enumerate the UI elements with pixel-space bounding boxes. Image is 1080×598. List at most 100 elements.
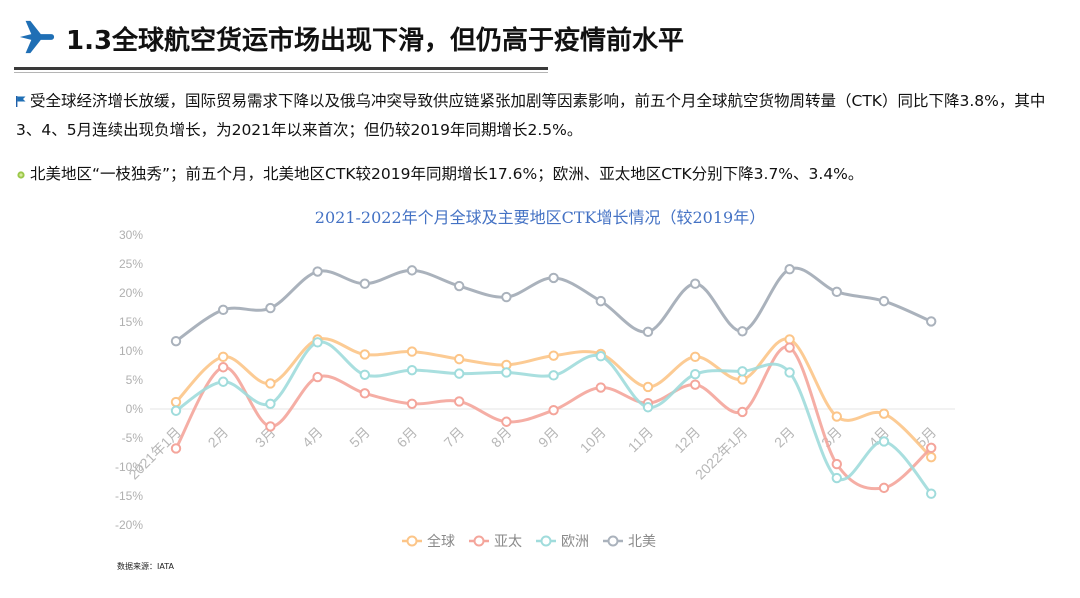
page-title: 1.3全球航空货运市场出现下滑，但仍高于疫情前水平 [66, 26, 685, 56]
data-point [406, 364, 418, 376]
source-note: 数据来源：IATA [117, 562, 174, 571]
x-tick-label: 2月 [205, 424, 232, 451]
data-point [548, 404, 559, 416]
sprout-icon [17, 171, 25, 179]
flag-icon [16, 96, 26, 107]
legend-item: 北美 [603, 534, 656, 550]
legend-label: 全球 [427, 533, 455, 550]
data-point [265, 378, 276, 389]
data-point [359, 388, 370, 399]
data-point [170, 405, 182, 416]
data-point [831, 472, 842, 484]
x-tick-label: 2月 [771, 424, 798, 451]
x-tick-label: 10月 [577, 424, 609, 456]
title-underline-thin [14, 72, 548, 73]
data-point [595, 382, 606, 393]
x-tick-label: 8月 [488, 424, 515, 451]
bullet-text: 受全球经济增长放缓，国际贸易需求下降以及俄乌冲突导致供应链紧张加剧等因素影响，前… [16, 92, 1046, 139]
data-point [454, 353, 465, 365]
y-tick-label: 25% [119, 257, 143, 271]
data-point [926, 488, 937, 499]
data-point [926, 316, 937, 327]
x-tick-label: 4月 [865, 424, 892, 451]
legend-marker [607, 535, 619, 547]
x-tick-label: 9月 [535, 424, 562, 451]
data-point [878, 408, 890, 419]
title-bar: 1.3全球航空货运市场出现下滑，但仍高于疫情前水平 [14, 16, 684, 76]
data-point [359, 349, 370, 360]
x-tick-label: 5月 [346, 424, 373, 451]
y-tick-label: 15% [119, 315, 143, 329]
legend-item: 亚太 [469, 534, 522, 550]
series-3 [170, 337, 937, 499]
y-tick-label: -5% [122, 431, 144, 445]
title-underline [14, 67, 548, 70]
data-point [690, 351, 701, 363]
bullet-paragraph-1: 受全球经济增长放缓，国际贸易需求下降以及俄乌冲突导致供应链紧张加剧等因素影响，前… [16, 87, 1066, 145]
data-point [878, 482, 890, 494]
data-point [784, 264, 795, 275]
data-point [170, 396, 182, 408]
data-point [406, 398, 418, 409]
data-point [265, 421, 276, 432]
x-tick-label: 4月 [299, 424, 326, 451]
ctk-line-chart: 2021-2022年个月全球及主要地区CTK增长情况（较2019年） 30% 25%… [115, 208, 955, 550]
data-point [501, 367, 512, 378]
y-tick-label: 10% [119, 344, 143, 358]
data-point [784, 367, 795, 378]
series-2 [170, 342, 937, 494]
y-tick-label: 20% [119, 286, 143, 300]
data-point [406, 346, 418, 357]
series-line [175, 266, 932, 343]
bullet-paragraph-2: 北美地区“一枝独秀”；前五个月，北美地区CTK较2019年同期增长17.6%；欧… [16, 160, 1066, 189]
data-point [170, 443, 182, 454]
legend-marker [406, 535, 418, 547]
data-point [595, 295, 606, 307]
data-point [831, 458, 842, 470]
data-point [831, 286, 842, 298]
data-point [548, 272, 559, 284]
data-point [359, 369, 370, 380]
data-point [737, 326, 748, 337]
data-point [359, 278, 370, 289]
data-point [265, 398, 276, 409]
data-point [737, 366, 748, 377]
data-point [218, 376, 229, 387]
legend-label: 亚太 [494, 534, 522, 550]
data-point [548, 350, 559, 361]
data-point [595, 351, 606, 362]
x-tick-label: 11月 [625, 424, 656, 455]
x-tick-label: 7月 [441, 424, 468, 451]
data-point [265, 302, 276, 314]
y-tick-label: 5% [126, 373, 144, 387]
data-point [454, 280, 465, 292]
data-point [454, 368, 465, 379]
data-point [501, 416, 512, 427]
data-point [406, 265, 418, 276]
data-point [831, 411, 842, 422]
data-point [642, 326, 654, 338]
data-point [642, 402, 654, 413]
data-point [548, 370, 559, 381]
legend-item: 全球 [402, 533, 455, 550]
data-point [642, 381, 654, 393]
data-point [690, 379, 701, 390]
legend-item: 欧洲 [536, 534, 589, 550]
data-point [170, 335, 182, 347]
legend-label: 北美 [628, 534, 656, 550]
data-point [690, 369, 701, 380]
data-point [878, 436, 890, 447]
series-1 [170, 334, 937, 463]
legend-marker [473, 535, 485, 547]
data-point [218, 362, 229, 373]
data-point [454, 396, 465, 407]
bullet-text: 北美地区“一枝独秀”；前五个月，北美地区CTK较2019年同期增长17.6%；欧… [30, 165, 864, 183]
data-point [312, 371, 323, 383]
data-point [218, 304, 229, 316]
data-point [501, 291, 512, 303]
data-point [926, 442, 937, 454]
data-point [737, 406, 748, 418]
data-point [878, 295, 890, 307]
x-tick-label: 6月 [393, 424, 420, 451]
y-tick-label: -20% [115, 518, 143, 532]
